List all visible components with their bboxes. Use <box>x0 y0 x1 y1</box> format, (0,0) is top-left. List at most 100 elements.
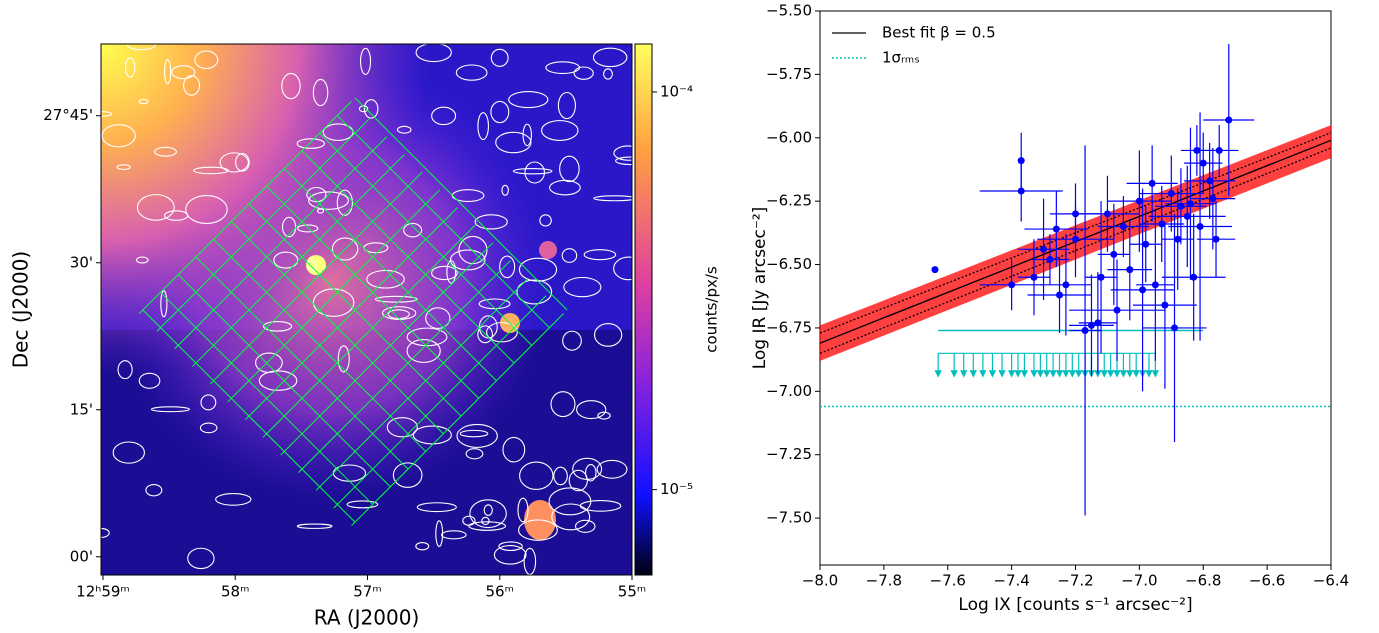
legend-rms-label: 1σᵣₘₛ <box>882 49 920 67</box>
y-tick-label: −7.25 <box>766 445 812 463</box>
data-point <box>1206 177 1214 185</box>
contour <box>306 186 327 203</box>
data-point <box>1062 281 1070 289</box>
contour <box>493 545 527 565</box>
data-point <box>1087 321 1095 329</box>
contour <box>516 279 553 305</box>
contour <box>456 423 498 448</box>
contour <box>262 320 293 332</box>
contour <box>615 156 632 166</box>
x-tick-label: 56ᵐ <box>486 583 514 601</box>
y-tick-label: −5.75 <box>766 65 812 83</box>
contour <box>551 503 591 531</box>
y-tick-label: 15' <box>70 400 93 418</box>
y-tick-label: −7.00 <box>766 382 812 400</box>
data-point <box>1158 220 1166 228</box>
upper-limit <box>1008 353 1016 378</box>
contour <box>101 111 113 117</box>
contour <box>455 64 488 81</box>
contour <box>154 146 177 157</box>
contour <box>215 492 252 506</box>
y-tick-label: −5.50 <box>766 2 812 20</box>
contour <box>576 400 607 420</box>
contour <box>360 47 372 75</box>
contour <box>194 50 219 70</box>
x-axis-label: Log IX [counts s⁻¹ arcsec⁻²] <box>958 595 1192 615</box>
contour <box>545 61 581 74</box>
data-point <box>1212 235 1220 243</box>
contour <box>541 120 579 141</box>
contour <box>553 466 568 486</box>
contour <box>469 499 507 529</box>
upper-limit <box>1030 353 1038 378</box>
upper-limit <box>960 353 968 378</box>
upper-limit <box>1075 353 1083 378</box>
data-point <box>1199 159 1207 167</box>
grid-beam <box>209 171 423 385</box>
data-point <box>1225 116 1233 124</box>
contour <box>145 483 163 497</box>
contour <box>508 91 549 109</box>
contour <box>160 290 168 318</box>
colorbar <box>634 43 653 576</box>
pointing-grid <box>138 97 568 527</box>
data-point <box>1171 324 1179 332</box>
contour <box>568 469 588 492</box>
data-point <box>1056 291 1064 299</box>
x-tick-label: −6.6 <box>1249 572 1285 590</box>
upper-limit <box>950 353 958 378</box>
contour <box>112 441 145 464</box>
contour <box>613 256 632 281</box>
contour <box>431 265 458 281</box>
contour <box>386 417 418 438</box>
data-point <box>1046 255 1054 263</box>
contour <box>193 166 229 175</box>
contour <box>219 152 249 173</box>
x-tick-label: −6.4 <box>1313 572 1349 590</box>
source <box>539 241 557 259</box>
data-point <box>1103 210 1111 218</box>
contour <box>164 59 172 85</box>
upper-limit <box>1107 353 1115 378</box>
sky-image <box>101 44 632 575</box>
colorbar-label: counts/px/s <box>703 266 721 353</box>
x-axis-label: RA (J2000) <box>314 606 420 630</box>
contour <box>135 256 149 264</box>
contour <box>337 345 350 373</box>
data-point <box>1052 225 1060 233</box>
contour <box>522 123 532 147</box>
contour <box>502 436 526 463</box>
upper-limit <box>979 353 987 378</box>
upper-limit <box>988 353 996 378</box>
confidence-line <box>820 132 1331 334</box>
upper-limit <box>998 353 1006 378</box>
contour <box>449 249 486 271</box>
contour <box>374 295 418 303</box>
data-point <box>1135 197 1143 205</box>
contour <box>593 195 632 202</box>
upper-limit <box>1126 353 1134 378</box>
legend-fit-label: Best fit β = 0.5 <box>882 24 996 42</box>
upper-limit <box>1036 353 1044 378</box>
contour <box>474 214 508 230</box>
grid-beam <box>336 115 550 329</box>
x-tick-label: −7.6 <box>930 572 966 590</box>
data-point <box>1167 190 1175 198</box>
upper-limit <box>1119 353 1127 378</box>
data-point <box>1174 235 1182 243</box>
contour <box>312 78 329 107</box>
upper-limit <box>1020 353 1028 378</box>
data-point <box>1215 146 1223 154</box>
colorbar-tick-label: 10⁻⁵ <box>660 480 693 498</box>
contour <box>499 255 516 279</box>
contour <box>483 504 493 516</box>
contour <box>477 325 493 344</box>
data-point <box>1072 210 1079 218</box>
grid-beam <box>245 207 458 420</box>
contour <box>592 47 628 68</box>
contour <box>138 98 149 105</box>
contour <box>281 216 297 238</box>
contour <box>495 131 532 154</box>
x-tick-label: 12ʰ59ᵐ <box>76 583 130 601</box>
